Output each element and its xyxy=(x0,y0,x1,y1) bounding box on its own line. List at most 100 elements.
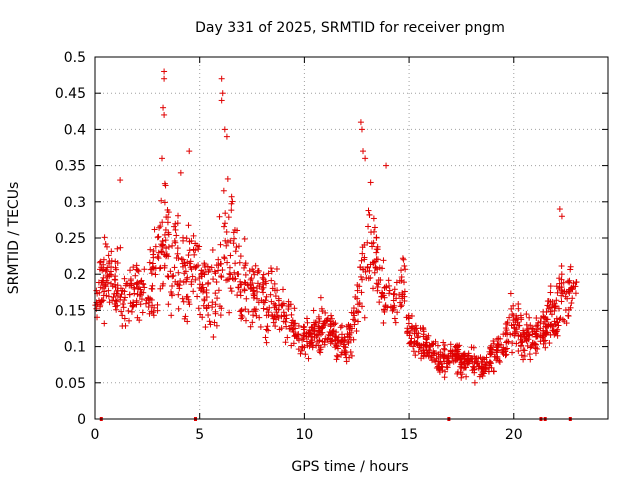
data-point xyxy=(149,282,156,289)
data-point xyxy=(509,311,516,318)
data-point xyxy=(117,244,124,251)
data-point xyxy=(495,335,502,342)
data-point xyxy=(440,345,447,352)
data-point xyxy=(272,323,279,330)
data-point xyxy=(502,320,509,327)
data-point xyxy=(356,283,363,290)
data-point xyxy=(245,282,252,289)
data-point xyxy=(225,214,232,221)
data-point xyxy=(434,342,441,349)
data-point xyxy=(232,260,239,267)
data-point xyxy=(493,347,500,354)
data-point xyxy=(495,341,502,348)
data-point xyxy=(546,340,553,347)
data-point xyxy=(438,360,445,367)
data-point xyxy=(391,286,398,293)
data-point xyxy=(199,281,206,288)
data-point xyxy=(516,322,523,329)
data-point xyxy=(314,332,321,339)
x-tick-label: 5 xyxy=(195,427,204,443)
data-point xyxy=(152,243,159,250)
data-point xyxy=(260,305,267,312)
data-point xyxy=(373,234,380,241)
data-point xyxy=(357,264,364,271)
data-point xyxy=(253,306,260,313)
data-point xyxy=(284,334,291,341)
data-point xyxy=(330,328,337,335)
data-point xyxy=(339,331,346,338)
data-point xyxy=(260,279,267,286)
data-point xyxy=(232,248,239,255)
data-point xyxy=(503,339,510,346)
data-point xyxy=(174,220,181,227)
data-point xyxy=(381,284,388,291)
y-axis-label: SRMTID / TECUs xyxy=(6,182,22,295)
data-point xyxy=(159,219,166,226)
data-point xyxy=(398,267,405,274)
data-point xyxy=(188,278,195,285)
data-point xyxy=(203,287,210,294)
data-point xyxy=(319,329,326,336)
data-point xyxy=(558,213,565,220)
data-point xyxy=(370,239,377,246)
data-point xyxy=(138,289,145,296)
data-point xyxy=(377,277,384,284)
data-point xyxy=(445,352,452,359)
data-point xyxy=(226,309,233,316)
data-point xyxy=(333,352,340,359)
data-point xyxy=(100,256,107,263)
data-point xyxy=(542,337,549,344)
data-point xyxy=(537,325,544,332)
data-point xyxy=(496,358,503,365)
data-point xyxy=(549,301,556,308)
data-point xyxy=(562,307,569,314)
data-point xyxy=(242,271,249,278)
data-point xyxy=(161,199,168,206)
data-point xyxy=(366,267,373,274)
data-point xyxy=(535,319,542,326)
data-point xyxy=(386,290,393,297)
data-point xyxy=(374,246,381,253)
x-tick-label: 15 xyxy=(400,427,418,443)
data-point xyxy=(110,294,117,301)
data-point xyxy=(192,264,199,271)
data-point xyxy=(256,283,263,290)
data-point xyxy=(318,305,325,312)
data-point xyxy=(339,322,346,329)
data-point xyxy=(168,289,175,296)
data-point xyxy=(403,328,410,335)
data-point xyxy=(161,68,168,75)
data-point xyxy=(114,292,121,299)
data-point xyxy=(175,281,182,288)
data-point xyxy=(203,305,210,312)
data-point xyxy=(502,352,509,359)
data-point xyxy=(328,312,335,319)
data-point xyxy=(268,277,275,284)
data-point xyxy=(154,301,161,308)
data-point xyxy=(513,326,520,333)
y-tick-labels: 0 0.05 0.1 0.15 0.2 0.25 0.3 0.35 0.4 0.45 0.5 xyxy=(55,50,86,428)
data-point xyxy=(189,273,196,280)
data-point xyxy=(358,257,365,264)
data-point xyxy=(335,334,342,341)
data-point xyxy=(179,295,186,302)
data-point xyxy=(332,333,339,340)
data-point xyxy=(245,308,252,315)
data-point xyxy=(533,315,540,322)
data-point xyxy=(288,322,295,329)
data-point xyxy=(378,293,385,300)
data-point xyxy=(359,276,366,283)
data-point xyxy=(171,223,178,230)
data-point xyxy=(198,287,205,294)
data-point xyxy=(232,275,239,282)
data-point xyxy=(241,235,248,242)
data-point xyxy=(509,349,516,356)
data-point xyxy=(365,223,372,230)
data-point xyxy=(205,279,212,286)
data-point xyxy=(227,271,234,278)
data-point xyxy=(417,344,424,351)
data-point xyxy=(415,348,422,355)
x-tick-label: 20 xyxy=(505,427,523,443)
x-tick-labels: 0 5 10 15 20 xyxy=(91,427,523,443)
data-point xyxy=(216,213,223,220)
